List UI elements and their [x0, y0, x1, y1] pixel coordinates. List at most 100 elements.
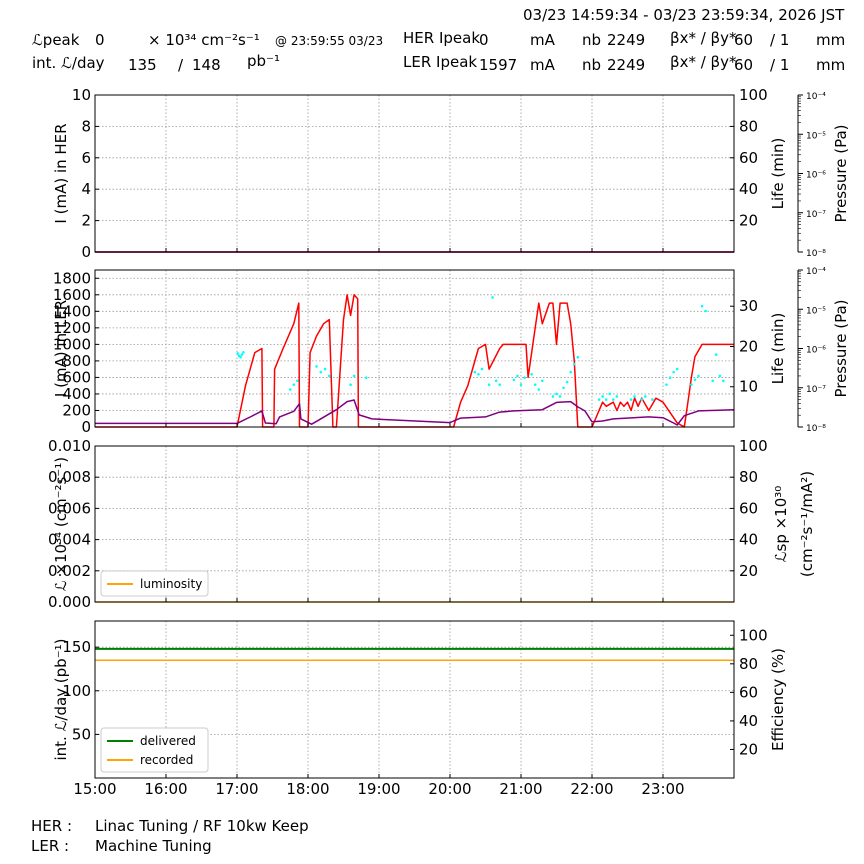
pressure-point: [693, 378, 697, 382]
y-tick-label: 0.006: [48, 499, 91, 517]
y-tick-label: 0: [81, 243, 91, 261]
pressure-tick-label: 10⁻⁷: [806, 210, 826, 220]
y-tick-label: 0: [81, 418, 91, 436]
pressure-point: [530, 373, 533, 376]
lumi-peak-value: 0: [95, 31, 105, 49]
pressure-axis-label: Pressure (Pa): [832, 124, 850, 222]
pressure-point: [558, 395, 562, 398]
pressure-point: [608, 392, 612, 396]
panel-frame: [94, 445, 735, 603]
pressure-tick-label: 10⁻⁶: [806, 346, 826, 356]
pressure-point: [612, 398, 615, 401]
pressure-point: [601, 395, 604, 398]
pressure-point: [704, 309, 707, 313]
pressure-point: [240, 353, 244, 356]
pressure-point: [519, 383, 523, 386]
y-tick-label: 0.002: [48, 562, 91, 580]
x-tick-label: 20:00: [428, 780, 471, 798]
pressure-point: [523, 376, 526, 380]
pressure-point: [572, 362, 576, 366]
pressure-tick-label: 10⁻⁴: [806, 267, 826, 277]
pressure-point: [551, 395, 555, 398]
legend-label-recorded: recorded: [140, 753, 193, 767]
y2-tick-label: 20: [739, 740, 758, 758]
y-tick-label: 100: [62, 682, 91, 700]
pressure-point: [296, 379, 299, 383]
y2-axis-label-unit: (cm⁻²s⁻¹/mA²): [798, 471, 816, 577]
pressure-point: [352, 374, 356, 378]
int-lumi-separator: /: [178, 56, 184, 74]
pressure-point: [292, 383, 296, 386]
pressure-point: [714, 353, 718, 356]
y2-tick-label: 100: [739, 437, 768, 455]
her-peak-label: HER Ipeak: [403, 29, 480, 47]
ler-status-text: Machine Tuning: [95, 837, 212, 855]
legend-box: [100, 570, 209, 597]
pressure-point: [569, 370, 572, 374]
y2-tick-label: 80: [739, 468, 758, 486]
her-beta-label: βx* / βy*: [670, 29, 737, 47]
y-tick-label: 8: [81, 117, 91, 135]
x-tick-label: 17:00: [215, 780, 258, 798]
x-tick-label: 21:00: [499, 780, 542, 798]
pressure-point: [690, 383, 693, 386]
pressure-point: [562, 386, 565, 390]
pressure-tick-label: 10⁻⁸: [806, 424, 826, 434]
pressure-tick-label: 10⁻⁵: [806, 306, 826, 316]
x-tick-label: 19:00: [357, 780, 400, 798]
y2-axis-label: Life (min): [769, 313, 787, 385]
y2-tick-label: 60: [739, 683, 758, 701]
pressure-point: [494, 379, 498, 383]
pressure-point: [697, 374, 700, 378]
lumi-peak-unit: × 10³⁴ cm⁻²s⁻¹: [148, 31, 260, 49]
her-nb-value: 2249: [607, 31, 646, 49]
her-status-text: Linac Tuning / RF 10kw Keep: [95, 817, 309, 835]
y-tick-label: 2: [81, 212, 91, 230]
pressure-point: [643, 395, 647, 398]
int-lumi-recorded: 135: [128, 56, 157, 74]
ler-peak-unit: mA: [530, 56, 555, 74]
pressure-point: [597, 398, 601, 401]
y-tick-label: 0.000: [48, 593, 91, 611]
y-tick-label: 400: [62, 385, 91, 403]
ler-beta-y: / 1: [770, 56, 790, 74]
pressure-point: [604, 398, 608, 401]
y2-tick-label: 20: [739, 562, 758, 580]
x-tick-label: 16:00: [144, 780, 187, 798]
her-beta-x: 60: [734, 31, 754, 49]
lumi-peak-label: ℒpeak: [32, 31, 80, 49]
ler-beta-label: βx* / βy*: [670, 53, 737, 71]
int-lumi-unit: pb⁻¹: [247, 52, 280, 70]
y2-tick-label: 60: [739, 149, 758, 167]
pressure-tick-label: 10⁻⁷: [806, 385, 826, 395]
y-tick-label: 1400: [53, 302, 91, 320]
pressure-point: [722, 379, 725, 383]
y-tick-label: 1800: [53, 269, 91, 287]
pressure-axis-label: Pressure (Pa): [832, 299, 850, 397]
pressure-point: [288, 388, 292, 391]
y2-tick-label: 80: [739, 117, 758, 135]
pressure-point: [555, 392, 558, 396]
pressure-tick-label: 10⁻⁶: [806, 171, 826, 181]
panel-frame: [94, 94, 735, 253]
pressure-point: [477, 373, 480, 376]
her-peak-value: 0: [479, 31, 489, 49]
pressure-point: [651, 398, 654, 401]
y-tick-label: 0.010: [48, 437, 91, 455]
pressure-point: [319, 370, 323, 374]
y-tick-label: 1600: [53, 286, 91, 304]
life-line: [95, 399, 735, 426]
pressure-point: [498, 383, 502, 386]
pressure-point: [665, 383, 668, 386]
y2-tick-label: 100: [739, 626, 768, 644]
pressure-point: [668, 376, 672, 380]
time-range: 03/23 14:59:34 - 03/23 23:59:34, 2026 JS…: [523, 6, 845, 24]
y-tick-label: 0.008: [48, 468, 91, 486]
pressure-point: [565, 380, 569, 384]
pressure-point: [537, 388, 541, 391]
her-nb-label: nb: [582, 31, 602, 49]
int-lumi-label: int. ℒ/day: [32, 54, 105, 72]
pressure-point: [718, 374, 722, 378]
y2-axis-label: Efficiency (%): [769, 648, 787, 751]
